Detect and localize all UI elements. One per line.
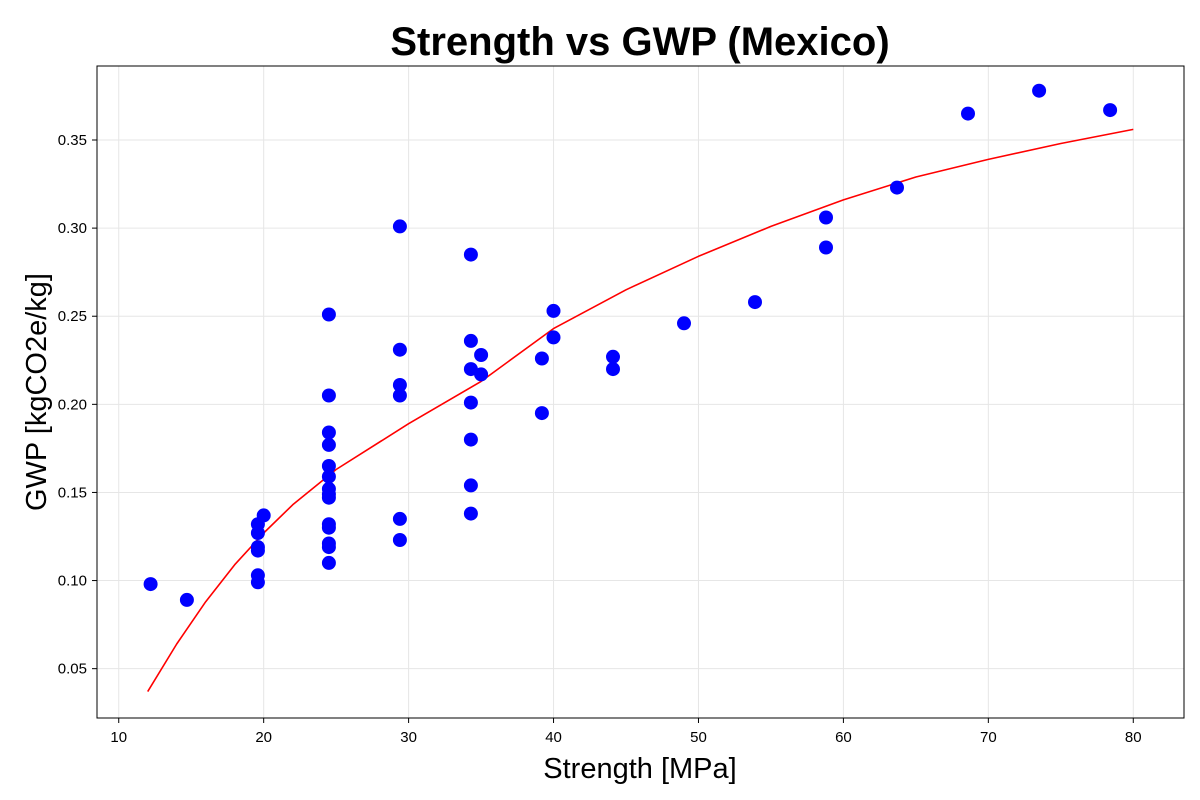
y-tick-label: 0.05: [58, 661, 87, 678]
data-point: [1032, 83, 1047, 98]
data-point: [463, 333, 478, 348]
data-point: [890, 180, 904, 195]
data-point: [606, 362, 620, 377]
data-point: [321, 459, 336, 473]
data-point: [321, 540, 336, 555]
data-point: [463, 478, 478, 493]
y-tick-label: 0.25: [58, 308, 87, 325]
data-point: [143, 577, 158, 592]
data-point: [474, 348, 489, 362]
x-tick-label: 40: [545, 729, 562, 746]
chart-title: Strength vs GWP (Mexico): [390, 20, 889, 64]
y-tick-label: 0.10: [58, 573, 87, 590]
fit-curve-layer: [147, 128, 1134, 693]
data-point: [534, 351, 549, 366]
data-point: [546, 330, 561, 345]
data-point: [606, 349, 620, 364]
data-point: [392, 378, 407, 392]
data-point: [961, 106, 975, 121]
data-point: [250, 543, 265, 558]
plot-frame: [96, 65, 1185, 719]
data-point: [250, 575, 265, 590]
data-point: [321, 307, 336, 322]
data-point: [819, 240, 833, 255]
data-point: [321, 437, 336, 452]
data-point: [321, 520, 336, 535]
data-point: [392, 511, 407, 526]
x-tick-label: 30: [400, 729, 417, 746]
y-tick-label: 0.30: [58, 220, 87, 237]
y-axis-label: GWP [kgCO2e/kg]: [21, 273, 53, 511]
data-point: [819, 210, 833, 225]
data-point: [321, 388, 336, 403]
data-point: [748, 295, 762, 310]
data-point: [474, 367, 489, 382]
data-points-layer: [143, 83, 1118, 607]
x-tick-label: 80: [1125, 729, 1142, 746]
data-point: [392, 219, 407, 234]
data-point: [677, 316, 691, 331]
data-point: [321, 490, 336, 505]
data-point: [321, 469, 336, 484]
data-point: [463, 432, 478, 447]
data-point: [463, 395, 478, 410]
data-point: [392, 342, 407, 357]
y-tick-label: 0.15: [58, 484, 87, 501]
data-point: [1103, 103, 1118, 118]
y-tick-label: 0.20: [58, 396, 87, 413]
data-point: [321, 425, 336, 440]
grid-layer: [97, 66, 1184, 718]
x-tick-label: 10: [110, 729, 127, 746]
data-point: [534, 406, 549, 421]
data-point: [321, 555, 336, 570]
x-tick-label: 60: [835, 729, 852, 746]
x-axis-label: Strength [MPa]: [543, 753, 736, 785]
x-tick-label: 20: [255, 729, 272, 746]
y-tick-label: 0.35: [58, 132, 87, 149]
data-point: [179, 592, 194, 607]
x-tick-label: 70: [980, 729, 997, 746]
data-point: [250, 526, 265, 540]
data-point: [392, 388, 407, 403]
data-point: [392, 533, 407, 547]
fit-curve: [147, 128, 1134, 693]
x-tick-label: 50: [690, 729, 707, 746]
tick-layer: 10 20 30 40 50 60 70 80 0.05 0.10 0.15 0.20 0.25 0.30…: [58, 132, 1142, 746]
data-point: [256, 508, 271, 523]
data-point: [546, 303, 561, 318]
data-point: [463, 506, 478, 521]
data-point: [463, 247, 478, 262]
